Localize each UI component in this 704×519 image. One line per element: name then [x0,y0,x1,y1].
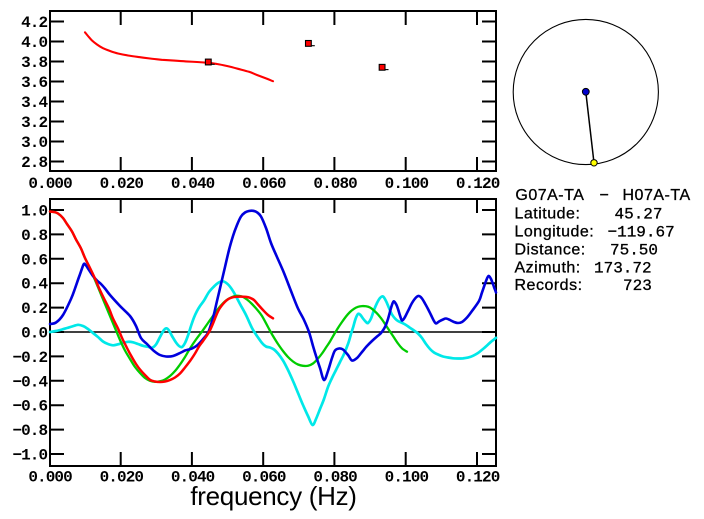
svg-text:0.120: 0.120 [456,468,500,486]
svg-text:0.4: 0.4 [21,276,48,294]
svg-text:−1.0: −1.0 [12,447,47,465]
svg-text:0.000: 0.000 [28,468,72,486]
svg-text:0.120: 0.120 [456,175,500,193]
svg-text:0.8: 0.8 [21,227,47,245]
svg-text:0.020: 0.020 [100,175,144,193]
svg-text:−0.4: −0.4 [12,373,48,391]
svg-text:0.080: 0.080 [313,175,357,193]
svg-text:0.000: 0.000 [28,175,72,193]
svg-text:723: 723 [623,277,652,295]
svg-text:Records:: Records: [515,277,583,294]
svg-text:H07A-TA: H07A-TA [623,187,691,204]
svg-text:45.27: 45.27 [615,206,663,224]
svg-text:0.0: 0.0 [21,325,47,343]
svg-text:0.060: 0.060 [242,175,286,193]
svg-text:−0.2: −0.2 [12,349,47,367]
svg-text:0.2: 0.2 [21,300,47,318]
svg-text:3.0: 3.0 [21,134,47,152]
svg-text:0.020: 0.020 [100,468,144,486]
svg-text:0.040: 0.040 [171,175,215,193]
svg-text:3.6: 3.6 [21,74,47,92]
svg-text:0.040: 0.040 [171,468,215,486]
svg-text:4.2: 4.2 [21,14,47,32]
svg-text:0.100: 0.100 [385,468,429,486]
svg-text:−119.67: −119.67 [608,224,675,242]
svg-text:4.0: 4.0 [21,34,47,52]
svg-text:0.060: 0.060 [242,468,286,486]
svg-text:G07A-TA: G07A-TA [515,187,584,204]
svg-text:173.72: 173.72 [594,260,652,278]
svg-text:0.6: 0.6 [21,251,47,269]
svg-text:−0.8: −0.8 [12,422,47,440]
svg-text:−: − [600,187,610,204]
svg-text:75.50: 75.50 [610,242,658,260]
svg-text:3.2: 3.2 [21,114,47,132]
svg-text:frequency (Hz): frequency (Hz) [190,481,356,511]
svg-text:−0.6: −0.6 [12,398,47,416]
svg-text:Azimuth:: Azimuth: [515,260,581,277]
svg-text:Latitude:: Latitude: [515,206,581,223]
svg-text:Longitude:: Longitude: [515,224,595,241]
svg-text:3.8: 3.8 [21,54,47,72]
svg-text:3.4: 3.4 [21,94,48,112]
svg-text:2.8: 2.8 [21,154,47,172]
svg-text:0.080: 0.080 [313,468,357,486]
svg-text:Distance:: Distance: [515,242,586,259]
svg-text:1.0: 1.0 [21,203,47,221]
svg-text:0.100: 0.100 [385,175,429,193]
